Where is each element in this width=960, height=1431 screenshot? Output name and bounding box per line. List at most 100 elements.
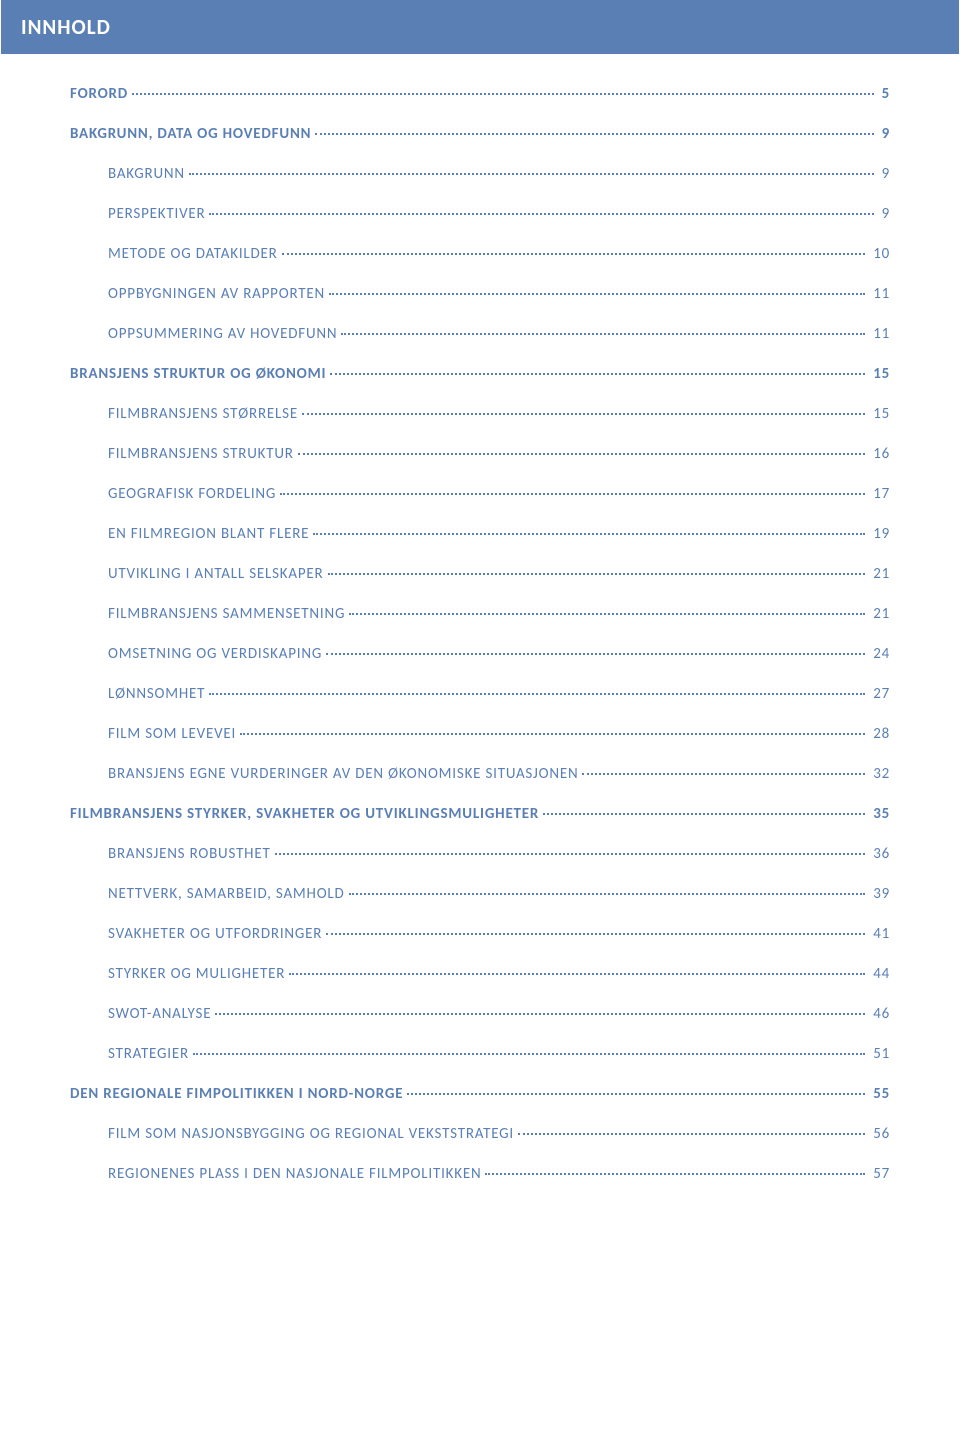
- toc-entry-label: BRANSJENS ROBUSTHET: [108, 845, 271, 863]
- toc-entry-page: 16: [869, 445, 890, 463]
- toc-leader-dots: [407, 1093, 865, 1095]
- toc-entry[interactable]: SWOT-ANALYSE 46: [70, 1005, 890, 1023]
- toc-entry[interactable]: FILMBRANSJENS STRUKTUR 16: [70, 445, 890, 463]
- toc-entry-label: NETTVERK, SAMARBEID, SAMHOLD: [108, 885, 345, 903]
- toc-entry-label: EN FILMREGION BLANT FLERE: [108, 525, 309, 543]
- toc-entry[interactable]: SVAKHETER OG UTFORDRINGER 41: [70, 925, 890, 943]
- toc-leader-dots: [298, 453, 865, 455]
- toc-entry-page: 41: [869, 925, 890, 943]
- toc-entry[interactable]: BRANSJENS EGNE VURDERINGER AV DEN ØKONOM…: [70, 765, 890, 783]
- toc-entry[interactable]: BAKGRUNN, DATA OG HOVEDFUNN 9: [70, 125, 890, 143]
- toc-entry[interactable]: STRATEGIER 51: [70, 1045, 890, 1063]
- toc-entry[interactable]: FILMBRANSJENS STYRKER, SVAKHETER OG UTVI…: [70, 805, 890, 823]
- toc-entry-page: 11: [869, 325, 890, 343]
- toc-entry-page: 36: [869, 845, 890, 863]
- toc-entry-label: BAKGRUNN, DATA OG HOVEDFUNN: [70, 125, 311, 143]
- toc-entry-label: FILMBRANSJENS STRUKTUR: [108, 445, 294, 463]
- toc-entry[interactable]: NETTVERK, SAMARBEID, SAMHOLD 39: [70, 885, 890, 903]
- toc-entry[interactable]: FORORD 5: [70, 85, 890, 103]
- toc-entry[interactable]: BAKGRUNN 9: [70, 165, 890, 183]
- toc-entry-label: PERSPEKTIVER: [108, 205, 205, 223]
- toc-leader-dots: [341, 333, 865, 335]
- toc-entry[interactable]: BRANSJENS STRUKTUR OG ØKONOMI 15: [70, 365, 890, 383]
- toc-leader-dots: [518, 1133, 865, 1135]
- toc-entry-page: 56: [869, 1125, 890, 1143]
- toc-leader-dots: [189, 173, 874, 175]
- toc-entry-page: 15: [869, 405, 890, 423]
- toc-leader-dots: [543, 813, 865, 815]
- toc-entry-page: 21: [869, 565, 890, 583]
- toc-leader-dots: [485, 1173, 865, 1175]
- toc-entry-label: REGIONENES PLASS I DEN NASJONALE FILMPOL…: [108, 1165, 481, 1183]
- toc-leader-dots: [330, 373, 865, 375]
- toc-entry-label: METODE OG DATAKILDER: [108, 245, 278, 263]
- toc-entry[interactable]: OMSETNING OG VERDISKAPING 24: [70, 645, 890, 663]
- toc-leader-dots: [302, 413, 865, 415]
- toc-leader-dots: [326, 933, 865, 935]
- toc-leader-dots: [582, 773, 865, 775]
- toc-entry-page: 10: [869, 245, 890, 263]
- toc-entry[interactable]: EN FILMREGION BLANT FLERE 19: [70, 525, 890, 543]
- toc-leader-dots: [240, 733, 865, 735]
- toc-entry[interactable]: PERSPEKTIVER 9: [70, 205, 890, 223]
- toc-leader-dots: [275, 853, 866, 855]
- toc-container: FORORD 5BAKGRUNN, DATA OG HOVEDFUNN 9BAK…: [0, 55, 960, 1235]
- toc-entry-label: OPPBYGNINGEN AV RAPPORTEN: [108, 285, 325, 303]
- toc-entry-page: 57: [869, 1165, 890, 1183]
- toc-entry-label: FILM SOM LEVEVEI: [108, 725, 236, 743]
- toc-leader-dots: [329, 293, 865, 295]
- toc-entry[interactable]: METODE OG DATAKILDER 10: [70, 245, 890, 263]
- toc-entry-page: 55: [869, 1085, 890, 1103]
- toc-entry-label: OMSETNING OG VERDISKAPING: [108, 645, 322, 663]
- toc-entry-label: FILMBRANSJENS SAMMENSETNING: [108, 605, 345, 623]
- toc-entry[interactable]: FILM SOM NASJONSBYGGING OG REGIONAL VEKS…: [70, 1125, 890, 1143]
- toc-entry-page: 17: [869, 485, 890, 503]
- toc-entry-label: FILMBRANSJENS STØRRELSE: [108, 405, 298, 423]
- page-title: INNHOLD: [21, 14, 111, 40]
- toc-entry-label: FILMBRANSJENS STYRKER, SVAKHETER OG UTVI…: [70, 805, 539, 823]
- toc-leader-dots: [280, 493, 865, 495]
- toc-leader-dots: [282, 253, 866, 255]
- toc-entry[interactable]: GEOGRAFISK FORDELING 17: [70, 485, 890, 503]
- toc-entry[interactable]: STYRKER OG MULIGHETER 44: [70, 965, 890, 983]
- toc-entry-label: SWOT-ANALYSE: [108, 1005, 211, 1023]
- toc-entry-page: 28: [869, 725, 890, 743]
- toc-entry[interactable]: FILMBRANSJENS STØRRELSE 15: [70, 405, 890, 423]
- toc-entry-page: 39: [869, 885, 890, 903]
- toc-entry-label: SVAKHETER OG UTFORDRINGER: [108, 925, 322, 943]
- toc-entry-page: 27: [869, 685, 890, 703]
- toc-entry[interactable]: FILM SOM LEVEVEI 28: [70, 725, 890, 743]
- toc-entry-page: 5: [878, 85, 890, 103]
- toc-entry-label: GEOGRAFISK FORDELING: [108, 485, 276, 503]
- toc-entry-label: LØNNSOMHET: [108, 685, 205, 703]
- toc-leader-dots: [209, 693, 865, 695]
- toc-leader-dots: [313, 533, 865, 535]
- toc-leader-dots: [349, 893, 866, 895]
- toc-entry-page: 44: [869, 965, 890, 983]
- toc-entry[interactable]: REGIONENES PLASS I DEN NASJONALE FILMPOL…: [70, 1165, 890, 1183]
- toc-entry-label: UTVIKLING I ANTALL SELSKAPER: [108, 565, 324, 583]
- toc-entry[interactable]: BRANSJENS ROBUSTHET 36: [70, 845, 890, 863]
- toc-entry-label: BRANSJENS STRUKTUR OG ØKONOMI: [70, 365, 326, 383]
- toc-entry-page: 46: [869, 1005, 890, 1023]
- toc-entry[interactable]: OPPSUMMERING AV HOVEDFUNN 11: [70, 325, 890, 343]
- toc-entry-page: 21: [869, 605, 890, 623]
- toc-entry-page: 9: [878, 205, 890, 223]
- toc-entry-page: 9: [878, 165, 890, 183]
- toc-entry-page: 11: [869, 285, 890, 303]
- toc-entry[interactable]: DEN REGIONALE FIMPOLITIKKEN I NORD-NORGE…: [70, 1085, 890, 1103]
- toc-entry-page: 24: [869, 645, 890, 663]
- toc-leader-dots: [215, 1013, 865, 1015]
- toc-entry-page: 19: [869, 525, 890, 543]
- page-header: INNHOLD: [0, 0, 960, 55]
- toc-entry[interactable]: OPPBYGNINGEN AV RAPPORTEN 11: [70, 285, 890, 303]
- toc-entry-label: DEN REGIONALE FIMPOLITIKKEN I NORD-NORGE: [70, 1085, 403, 1103]
- toc-entry[interactable]: FILMBRANSJENS SAMMENSETNING 21: [70, 605, 890, 623]
- toc-entry[interactable]: UTVIKLING I ANTALL SELSKAPER 21: [70, 565, 890, 583]
- toc-entry-page: 15: [869, 365, 890, 383]
- toc-entry-page: 9: [878, 125, 890, 143]
- toc-leader-dots: [326, 653, 865, 655]
- toc-entry-page: 51: [869, 1045, 890, 1063]
- toc-entry[interactable]: LØNNSOMHET 27: [70, 685, 890, 703]
- toc-entry-label: OPPSUMMERING AV HOVEDFUNN: [108, 325, 337, 343]
